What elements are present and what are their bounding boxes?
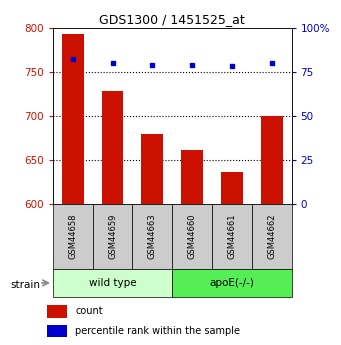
Text: count: count: [75, 306, 103, 316]
Bar: [181, 150, 203, 204]
Bar: [261, 116, 283, 204]
Bar: [221, 172, 243, 204]
Text: GSM44662: GSM44662: [267, 214, 276, 259]
Text: percentile rank within the sample: percentile rank within the sample: [75, 326, 240, 336]
Text: GSM44661: GSM44661: [227, 214, 236, 259]
Bar: [142, 134, 163, 204]
Text: apoE(-/-): apoE(-/-): [209, 278, 254, 288]
Bar: [62, 34, 84, 204]
Bar: [212, 204, 252, 269]
Bar: [47, 325, 67, 337]
Text: GSM44658: GSM44658: [68, 214, 77, 259]
Bar: [172, 269, 292, 297]
Bar: [132, 204, 172, 269]
Bar: [47, 305, 67, 317]
Bar: [172, 204, 212, 269]
Bar: [102, 91, 123, 204]
Text: GSM44660: GSM44660: [188, 214, 197, 259]
Title: GDS1300 / 1451525_at: GDS1300 / 1451525_at: [99, 13, 245, 27]
Text: GSM44663: GSM44663: [148, 214, 157, 259]
Text: wild type: wild type: [89, 278, 136, 288]
Text: GSM44659: GSM44659: [108, 214, 117, 259]
Bar: [53, 204, 93, 269]
Text: strain: strain: [10, 280, 40, 289]
Bar: [252, 204, 292, 269]
Bar: [93, 204, 132, 269]
Bar: [53, 269, 172, 297]
